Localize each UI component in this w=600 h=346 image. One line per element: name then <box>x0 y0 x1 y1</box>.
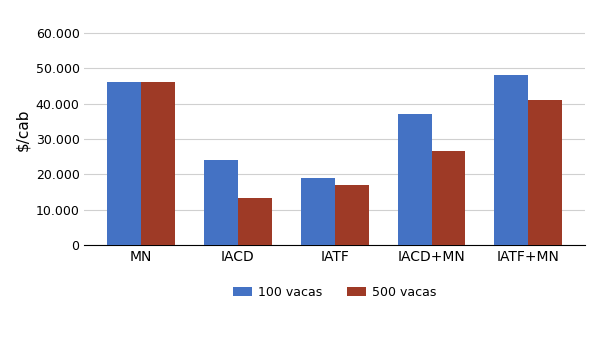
Y-axis label: $/cab: $/cab <box>15 109 30 152</box>
Bar <box>301 178 335 245</box>
Bar <box>107 82 141 245</box>
Legend: 100 vacas, 500 vacas: 100 vacas, 500 vacas <box>228 281 442 303</box>
Bar <box>141 82 175 245</box>
Bar <box>335 185 368 245</box>
Bar <box>398 114 431 245</box>
Bar <box>238 198 272 245</box>
Bar <box>494 75 529 245</box>
Bar <box>204 160 238 245</box>
Bar <box>431 152 466 245</box>
Bar <box>529 100 562 245</box>
